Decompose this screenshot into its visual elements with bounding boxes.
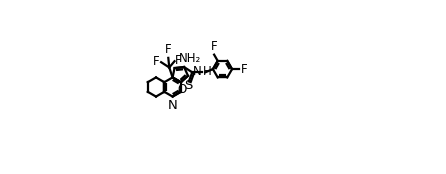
- Text: S: S: [184, 79, 193, 92]
- Text: NH₂: NH₂: [178, 52, 201, 65]
- Text: F: F: [153, 55, 160, 68]
- Text: F: F: [165, 43, 172, 56]
- Text: O: O: [178, 83, 187, 96]
- Text: N: N: [193, 65, 201, 78]
- Text: N: N: [167, 99, 177, 112]
- Text: F: F: [211, 39, 217, 53]
- Text: F: F: [175, 54, 182, 67]
- Text: H: H: [202, 65, 211, 78]
- Text: F: F: [241, 63, 247, 76]
